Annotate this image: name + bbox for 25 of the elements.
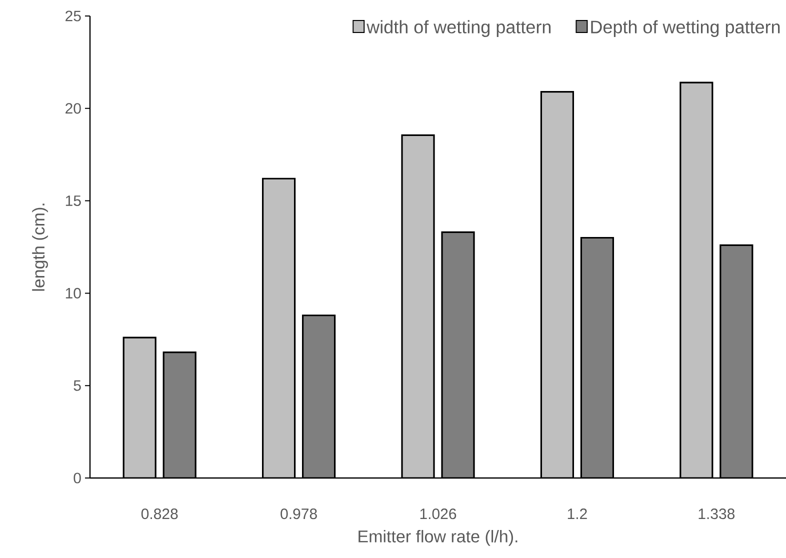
bar [262, 178, 296, 478]
bar [122, 336, 156, 478]
bar [580, 236, 614, 478]
bar [401, 134, 435, 478]
y-tick-label: 20 [66, 103, 81, 114]
y-tick-label: 5 [74, 380, 81, 391]
x-tick-label: 1.338 [698, 508, 735, 520]
bar [680, 82, 714, 478]
bar [540, 90, 574, 478]
x-tick-label: 1.026 [420, 508, 456, 520]
bar [302, 314, 336, 478]
bar [720, 244, 754, 478]
y-tick-label: 0 [74, 472, 81, 484]
x-axis-title: Emitter flow rate (l/h). [358, 530, 518, 546]
y-tick-label: 25 [66, 10, 81, 22]
y-tick-label: 10 [66, 288, 81, 298]
bar [441, 231, 475, 478]
legend-label: width of wetting pattern [366, 20, 551, 37]
y-tick-label: 15 [66, 196, 81, 206]
bar [162, 352, 196, 478]
x-tick-label: 0.828 [141, 508, 178, 520]
legend-label: Depth of wetting pattern [591, 20, 780, 37]
y-axis-title: length (cm). [32, 204, 48, 291]
x-tick-label: 1.2 [568, 508, 587, 519]
x-tick-label: 0.978 [280, 508, 317, 520]
